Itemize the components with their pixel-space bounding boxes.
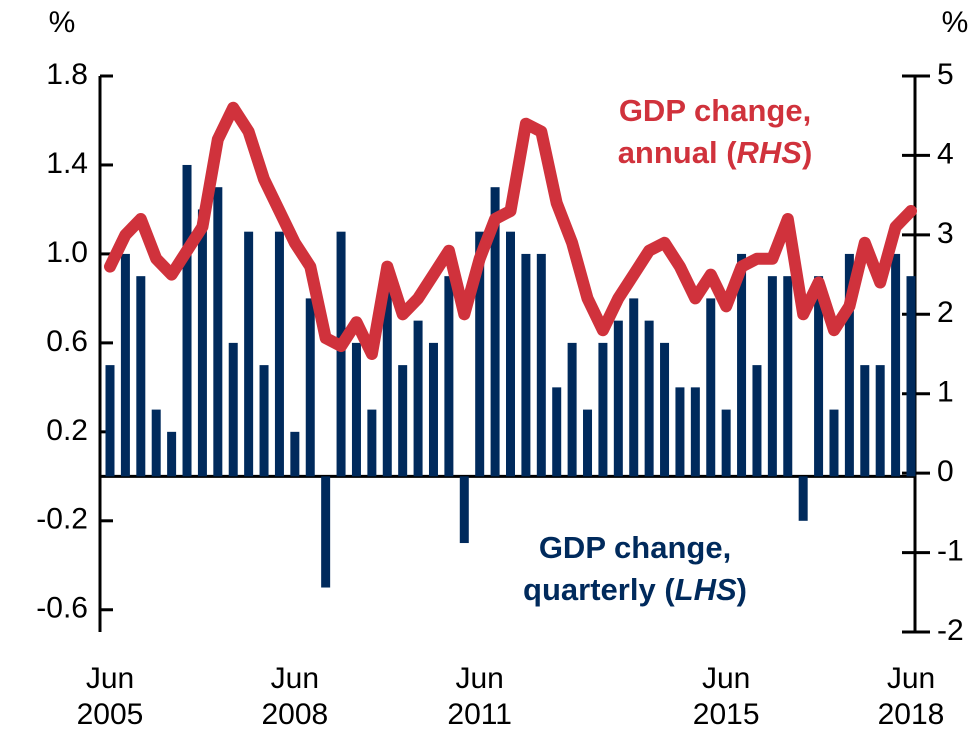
bar [228, 342, 238, 477]
bar [413, 320, 423, 477]
bar [721, 409, 731, 477]
y2-tick-label: 4 [937, 137, 954, 170]
bar [536, 253, 546, 477]
bar [182, 164, 192, 477]
bar [752, 365, 762, 477]
y-axis-label: % [49, 6, 76, 39]
y-tick-label: 0.2 [46, 414, 88, 447]
bar [367, 409, 377, 477]
bar [459, 476, 469, 544]
bar [814, 276, 824, 477]
bar [829, 409, 839, 477]
bar [274, 231, 284, 477]
x-tick-label: Jun 2005 [77, 662, 144, 731]
y-tick-label: 1.0 [46, 236, 88, 269]
series-annotation: GDP change, annual (RHS) [618, 93, 813, 170]
y2-tick-label: 1 [937, 376, 954, 409]
bar [120, 253, 130, 477]
y2-tick-label: -2 [937, 614, 964, 647]
y-tick-label: 0.6 [46, 325, 88, 358]
bar [906, 276, 916, 477]
y-tick-label: -0.6 [36, 592, 88, 625]
bar [197, 209, 207, 477]
bar [290, 431, 300, 477]
bar [213, 187, 223, 477]
bar [583, 409, 593, 477]
x-tick-label: Jun 2018 [878, 662, 945, 731]
bar [629, 298, 639, 477]
bar [105, 365, 115, 477]
y2-tick-label: 3 [937, 217, 954, 250]
x-tick-label: Jun 2008 [261, 662, 328, 731]
y2-tick-label: 2 [937, 296, 954, 329]
bar [660, 342, 670, 477]
bar [321, 476, 331, 588]
y2-tick-label: 0 [937, 455, 954, 488]
y2-tick-label: 5 [937, 58, 954, 91]
bar [860, 365, 870, 477]
bar [552, 387, 562, 477]
bar [475, 231, 485, 477]
bar [428, 342, 438, 477]
bar [151, 409, 161, 477]
bar [767, 276, 777, 477]
bar [521, 253, 531, 477]
bar [398, 365, 408, 477]
y-tick-label: -0.2 [36, 503, 88, 536]
bar [490, 187, 500, 477]
bar [167, 431, 177, 477]
y-tick-label: 1.4 [46, 147, 88, 180]
x-tick-label: Jun 2011 [447, 662, 512, 731]
bar [136, 276, 146, 477]
y-tick-label: 1.8 [46, 58, 88, 91]
bar [382, 276, 392, 477]
series-annotation: GDP change, quarterly (LHS) [523, 530, 747, 607]
bar [444, 276, 454, 477]
bar [737, 253, 747, 477]
line [104, 101, 917, 360]
bar [244, 231, 254, 477]
bar [844, 253, 854, 477]
bar [644, 320, 654, 477]
x-tick-label: Jun 2015 [693, 662, 760, 731]
bar [567, 342, 577, 477]
bar [783, 276, 793, 477]
bar [690, 387, 700, 477]
bar [259, 365, 269, 477]
bar [891, 253, 901, 477]
bar [351, 342, 361, 477]
bar [706, 298, 716, 477]
y2-axis-label: % [942, 6, 969, 39]
bar [675, 387, 685, 477]
bar [798, 476, 808, 521]
bar [598, 342, 608, 477]
bar [305, 298, 315, 477]
bar [506, 231, 515, 477]
bar [336, 231, 346, 477]
bar [875, 365, 885, 477]
y2-tick-label: -1 [937, 534, 964, 567]
bar [613, 320, 623, 477]
